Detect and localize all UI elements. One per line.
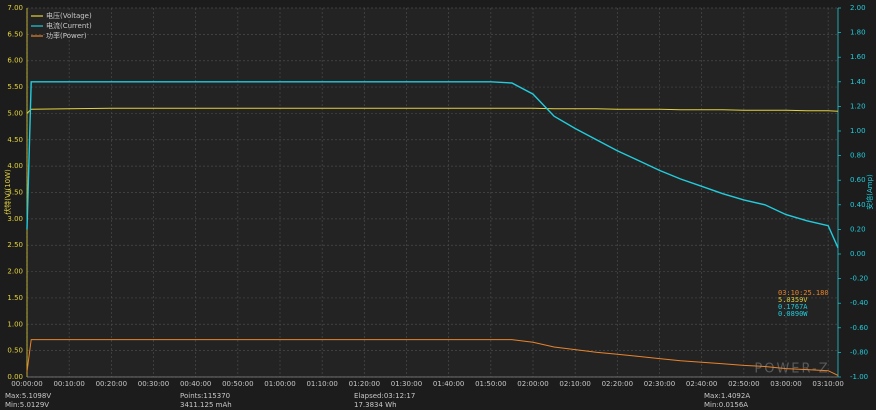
cursor-time: 03:10:25.180 [778,289,829,297]
y-tick-label: 1.50 [7,294,23,302]
legend-label: 电压(Voltage) [46,11,92,20]
y-tick-label: 2.00 [7,268,23,276]
y-tick-label: 5.00 [7,109,23,117]
y2-tick-label: -0.60 [850,324,868,332]
stat-text: 3411.125 mAh [180,401,232,409]
y-tick-label: 0.00 [7,373,23,381]
y-tick-label: 2.50 [7,241,23,249]
y-tick-label: 0.50 [7,347,23,355]
x-tick-label: 02:10:00 [559,380,590,388]
series-line [26,339,839,376]
x-tick-label: 01:40:00 [433,380,464,388]
x-tick-label: 00:50:00 [222,380,253,388]
stat-text: Points:115370 [180,392,230,400]
y2-tick-label: 0.60 [850,176,866,184]
cursor-power: 0.0890W [778,310,808,318]
y2-tick-label: 1.80 [850,29,866,37]
x-tick-label: 01:50:00 [475,380,506,388]
y2-tick-label: 1.20 [850,102,866,110]
y-tick-label: 3.50 [7,189,23,197]
y2-tick-label: 0.40 [850,201,866,209]
stat-text: Min:5.0129V [5,401,49,409]
x-tick-label: 02:20:00 [602,380,633,388]
y2-tick-label: 0.20 [850,225,866,233]
x-tick-label: 02:50:00 [728,380,759,388]
stat-text: Max:5.1098V [5,392,51,400]
legend-label: 电流(Current) [46,21,92,30]
legend-label: 功率(Power) [46,31,87,40]
x-tick-label: 00:10:00 [53,380,84,388]
x-tick-label: 00:20:00 [96,380,127,388]
x-tick-label: 00:00:00 [11,380,42,388]
x-tick-label: 01:30:00 [391,380,422,388]
y-tick-label: 6.00 [7,57,23,65]
y2-tick-label: -0.20 [850,275,868,283]
y2-tick-label: 1.00 [850,127,866,135]
y2-axis-label: 安培(Amp) [865,174,874,210]
x-tick-label: 03:00:00 [770,380,801,388]
y-axis-label: 伏特(V)(10W) [3,169,12,215]
y2-tick-label: 0.80 [850,152,866,160]
series-line [26,107,839,114]
y2-tick-label: 2.00 [850,4,866,12]
x-tick-label: 03:10:00 [812,380,843,388]
y-tick-label: 3.00 [7,215,23,223]
cursor-current: 0.1767A [778,303,808,311]
y-tick-label: 7.00 [7,4,23,12]
x-tick-label: 02:40:00 [686,380,717,388]
y2-tick-label: 0.00 [850,250,866,258]
y2-tick-label: -0.80 [850,348,868,356]
y-tick-label: 1.00 [7,320,23,328]
y-tick-label: 4.00 [7,162,23,170]
stat-text: Elapsed:03:12:17 [354,392,415,400]
stat-text: Max:1.4092A [704,392,750,400]
y2-tick-label: -0.40 [850,299,868,307]
x-tick-label: 01:20:00 [349,380,380,388]
stat-text: Min:0.0156A [704,401,748,409]
x-tick-label: 00:40:00 [180,380,211,388]
x-tick-label: 02:30:00 [644,380,675,388]
y2-tick-label: -1.00 [850,373,868,381]
x-tick-label: 01:00:00 [264,380,295,388]
y-tick-label: 5.50 [7,83,23,91]
cursor-voltage: 5.0359V [778,296,808,304]
y-tick-label: 4.50 [7,136,23,144]
y2-tick-label: 1.60 [850,53,866,61]
series-line [26,81,839,249]
y-tick-label: 6.50 [7,30,23,38]
stat-text: 17.3834 Wh [354,401,397,409]
x-tick-label: 01:10:00 [306,380,337,388]
x-tick-label: 02:00:00 [517,380,548,388]
y2-tick-label: 1.40 [850,78,866,86]
x-tick-label: 00:30:00 [138,380,169,388]
